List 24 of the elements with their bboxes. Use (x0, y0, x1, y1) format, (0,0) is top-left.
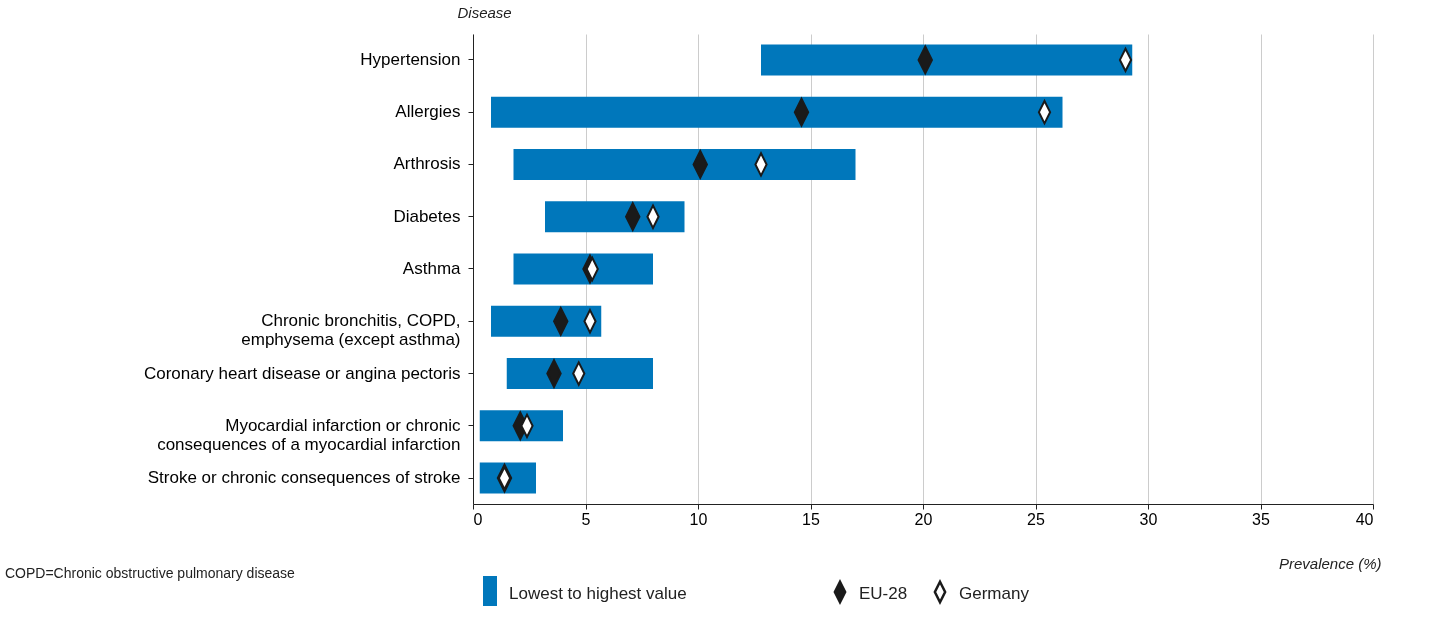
y-tick-label: Stroke or chronic consequences of stroke (147, 468, 461, 488)
legend-label: Lowest to highest value (509, 584, 687, 603)
x-tick-label: 10 (689, 510, 708, 528)
legend-label: Germany (959, 584, 1030, 603)
x-axis-title: Prevalence (%) (1278, 554, 1382, 572)
y-tick-label: Asthma (402, 259, 462, 278)
x-tick-label: 15 (802, 510, 820, 528)
x-tick-label: 25 (1027, 510, 1045, 528)
x-tick-label: 30 (1139, 510, 1158, 528)
text: COPD=Chronic obstructive pulmonary disease (5, 565, 296, 581)
x-tick-label: 20 (914, 510, 933, 528)
y-tick-label: Allergies (395, 102, 461, 122)
y-tick-label: Hypertension (360, 49, 461, 69)
y-tick-label: Coronary heart disease or angina pectoris (143, 363, 461, 383)
x-tick-label: 35 (1252, 510, 1270, 528)
y-tick-label: Arthrosis (393, 154, 461, 174)
y-tick-label: Myocardial infarction or chronic consequences of a myocardial infarction (157, 415, 461, 454)
x-tick-label: 5 (581, 510, 591, 528)
legend-label: EU-28 (859, 584, 908, 603)
y-axis-title: Disease (457, 3, 512, 21)
y-tick-label: Diabetes (393, 206, 461, 226)
x-tick-label: 0 (473, 510, 483, 528)
y-tick-label: Chronic bronchitis, COPD, emphysema (except asthma) (241, 311, 461, 350)
x-tick-label: 40 (1355, 510, 1374, 528)
